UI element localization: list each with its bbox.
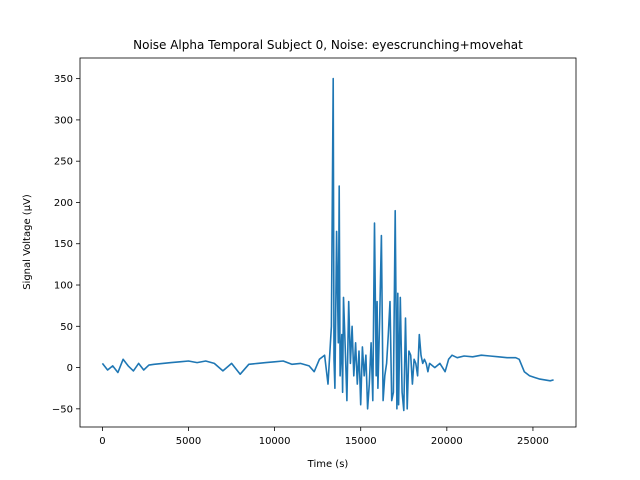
x-tick-label: 25000	[517, 436, 549, 447]
x-tick-label: 0	[99, 436, 105, 447]
y-tick-label: 100	[54, 281, 73, 292]
series-line-0	[101, 77, 554, 412]
y-tick-label: 200	[54, 198, 73, 209]
y-tick-label: 150	[54, 239, 73, 250]
y-tick-label: 300	[54, 115, 73, 126]
x-tick-label: 5000	[176, 436, 201, 447]
y-tick-label: 350	[54, 74, 73, 85]
x-axis: 0 5000 10000 15000 20000 25000	[99, 427, 549, 447]
plot-frame	[79, 57, 577, 428]
x-tick-label: 20000	[431, 436, 463, 447]
plot-area	[101, 77, 554, 412]
y-tick-label: 50	[60, 322, 73, 333]
x-tick-label: 15000	[345, 436, 377, 447]
y-tick-label: 0	[67, 363, 73, 374]
y-tick-label: −50	[52, 404, 73, 415]
x-axis-label: Time (s)	[307, 459, 349, 470]
chart-title: Noise Alpha Temporal Subject 0, Noise: e…	[133, 38, 523, 52]
y-tick-label: 250	[54, 157, 73, 168]
x-tick-label: 10000	[259, 436, 291, 447]
y-axis: −50 0 50 100 150 200 250 300 350	[52, 74, 80, 415]
y-axis-label: Signal Voltage (μV)	[22, 194, 33, 290]
